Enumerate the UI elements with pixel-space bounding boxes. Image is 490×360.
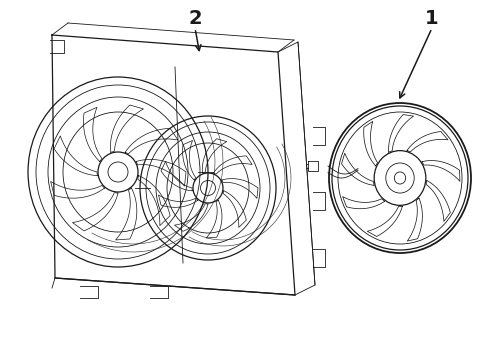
- Text: 1: 1: [425, 9, 439, 27]
- Text: 2: 2: [188, 9, 202, 27]
